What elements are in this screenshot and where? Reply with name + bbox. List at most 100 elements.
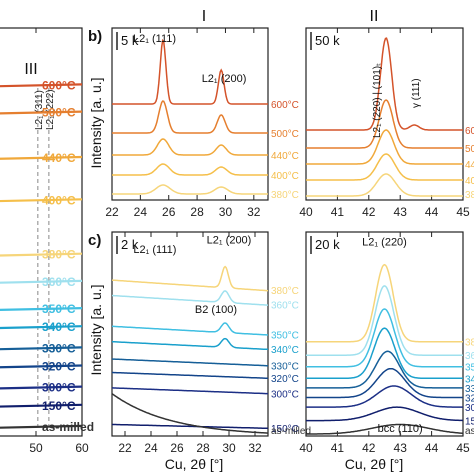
peak-label: B2 (100)	[195, 304, 237, 316]
series-line	[306, 129, 463, 165]
x-tick-label: 26	[170, 441, 184, 455]
series-line	[112, 38, 268, 105]
series-label: as-milled	[42, 420, 94, 434]
series-label: 340°C	[271, 345, 299, 356]
series-line	[306, 327, 463, 380]
reference-line-label: L2₁ (311)	[34, 90, 45, 130]
series-label: 380°C	[271, 286, 299, 297]
series-line	[0, 198, 82, 203]
panel-cI: 22 24 26 28 30 32 2 k 380°C 360°C 350°C 340°C 330°C…	[111, 231, 311, 455]
series-line	[306, 37, 463, 131]
column-header-I: I	[202, 8, 206, 25]
reference-line-label: L2₁ (222)	[45, 89, 56, 130]
plot-frame	[305, 231, 464, 437]
series-line	[112, 358, 268, 367]
peak-label: L2₁ (200)	[207, 235, 252, 247]
series-label: 400°C	[271, 171, 299, 182]
series-label: 360°C	[271, 301, 299, 312]
series-label: 360°C	[465, 351, 474, 362]
peak-label: L2₁ (200)	[202, 73, 247, 85]
panel-bI: 22 24 26 28 30 32 5 k 600°C 500°C 440°C 400°C 380°C…	[105, 27, 299, 219]
series-label: 350°C	[465, 363, 474, 374]
scale-label: 50 k	[315, 33, 340, 48]
plot-frame	[111, 231, 269, 437]
column-header-III: III	[24, 61, 37, 78]
x-tick-label: 28	[190, 205, 204, 219]
panel-bII: 40 41 42 43 44 45 50 k 600°C 500°C 440°C 400°C 380°…	[299, 27, 474, 219]
series-label: 300°C	[271, 389, 299, 400]
series-line	[306, 153, 463, 181]
series-line	[306, 367, 463, 399]
series-line	[112, 184, 268, 195]
column-header-II: II	[370, 8, 379, 25]
plot-frame	[111, 27, 269, 201]
series-label: 300°C	[42, 381, 76, 395]
series-label: 320°C	[271, 374, 299, 385]
series-group	[112, 265, 268, 434]
series-line	[112, 423, 268, 430]
series-line	[0, 279, 82, 284]
series-line	[306, 406, 463, 422]
series-label: 340°C	[42, 320, 76, 334]
series-label: 320°C	[42, 359, 76, 373]
panel-cII: 40 41 42 43 44 45 20 k 380°C 360°C350°C340°C330°…	[299, 231, 474, 455]
series-label: 380°C	[465, 190, 474, 201]
x-tick-label: 44	[425, 441, 439, 455]
series-label: 500°C	[42, 106, 76, 120]
series-line	[0, 110, 82, 115]
series-label: 320°C	[465, 394, 474, 405]
series-label: 150°C	[465, 417, 474, 428]
series-line	[0, 155, 82, 160]
series-line	[306, 423, 463, 435]
series-group	[112, 38, 268, 195]
series-line	[112, 337, 268, 351]
series-line	[0, 325, 82, 330]
series-label: 600°C	[465, 126, 474, 137]
ylabel-row-b: Intensity [a. u.]	[88, 77, 104, 168]
x-tick-label: 45	[456, 441, 470, 455]
series-label: 400°C	[42, 193, 76, 207]
x-tick-label: 30	[219, 205, 233, 219]
series-group	[306, 37, 463, 197]
series-line	[306, 285, 463, 356]
series-line	[0, 424, 82, 429]
series-label: 380°C	[465, 338, 474, 349]
x-tick-label: 42	[362, 441, 376, 455]
series-label: 500°C	[271, 129, 299, 140]
series-label: 330°C	[42, 341, 76, 355]
series-label: 440°C	[271, 151, 299, 162]
series-line	[0, 364, 82, 369]
series-line	[306, 263, 463, 343]
xlabel-col-II: Cu, 2θ [°]	[345, 456, 404, 472]
ylabel-row-c: Intensity [a. u.]	[88, 284, 104, 375]
panel-III: 50 60 L2₁ (311) L2₁ (222)600°C 500°C 440°C 400…	[0, 27, 94, 455]
series-line	[112, 265, 268, 292]
series-line	[112, 100, 268, 134]
series-label: 500°C	[465, 144, 474, 155]
x-tick-label: 44	[425, 205, 439, 219]
series-label: 150°C	[42, 399, 76, 413]
peak-label: L2₁ (220) | (101)ₜ	[372, 63, 383, 138]
x-tick-label: 26	[162, 205, 176, 219]
series-label: 400°C	[465, 176, 474, 187]
series-line	[112, 163, 268, 176]
series-label: 380°C	[42, 248, 76, 262]
plot-frame	[305, 27, 464, 201]
series-label: 330°C	[465, 384, 474, 395]
series-line	[0, 307, 82, 311]
x-tick-label: 28	[196, 441, 210, 455]
series-line	[306, 173, 463, 197]
x-tick-label: 45	[456, 205, 470, 219]
peak-label: γ (111)	[411, 78, 422, 108]
scale-label: 2 k	[121, 237, 139, 252]
series-line	[306, 385, 463, 408]
series-label: as-milled	[465, 426, 474, 437]
series-line	[306, 350, 463, 389]
series-line	[112, 387, 268, 395]
series-line	[306, 99, 463, 149]
x-tick-label: 22	[105, 205, 119, 219]
series-label: 600°C	[42, 78, 76, 92]
panel-letter-b: b)	[88, 28, 102, 45]
x-tick-label: 32	[248, 441, 262, 455]
